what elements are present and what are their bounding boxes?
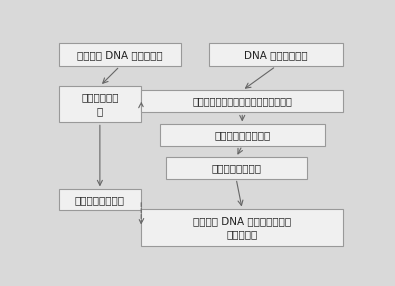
Bar [58, 189, 141, 210]
Bar [58, 43, 181, 66]
Bar [58, 86, 141, 122]
Bar [160, 124, 325, 146]
Text: 传输到终端计算机: 传输到终端计算机 [211, 163, 261, 173]
Text: 配置到生产集
群: 配置到生产集 群 [81, 93, 118, 116]
Text: 配置到终端计算机: 配置到终端计算机 [75, 195, 125, 205]
Bar [166, 157, 307, 178]
Text: 根据标准 DNA 序列数据库，还
原测序数据: 根据标准 DNA 序列数据库，还 原测序数据 [193, 216, 291, 239]
Text: 预处理，比对标准数据库，替换序列牃: 预处理，比对标准数据库，替换序列牃 [192, 96, 292, 106]
Bar [141, 209, 343, 246]
Text: DNA 测序数据产出: DNA 测序数据产出 [244, 50, 308, 60]
Text: 第一次和第二次压缩: 第一次和第二次压缩 [214, 130, 270, 140]
Bar [209, 43, 343, 66]
Bar [141, 90, 343, 112]
Text: 建立标准 DNA 序列数据库: 建立标准 DNA 序列数据库 [77, 50, 163, 60]
